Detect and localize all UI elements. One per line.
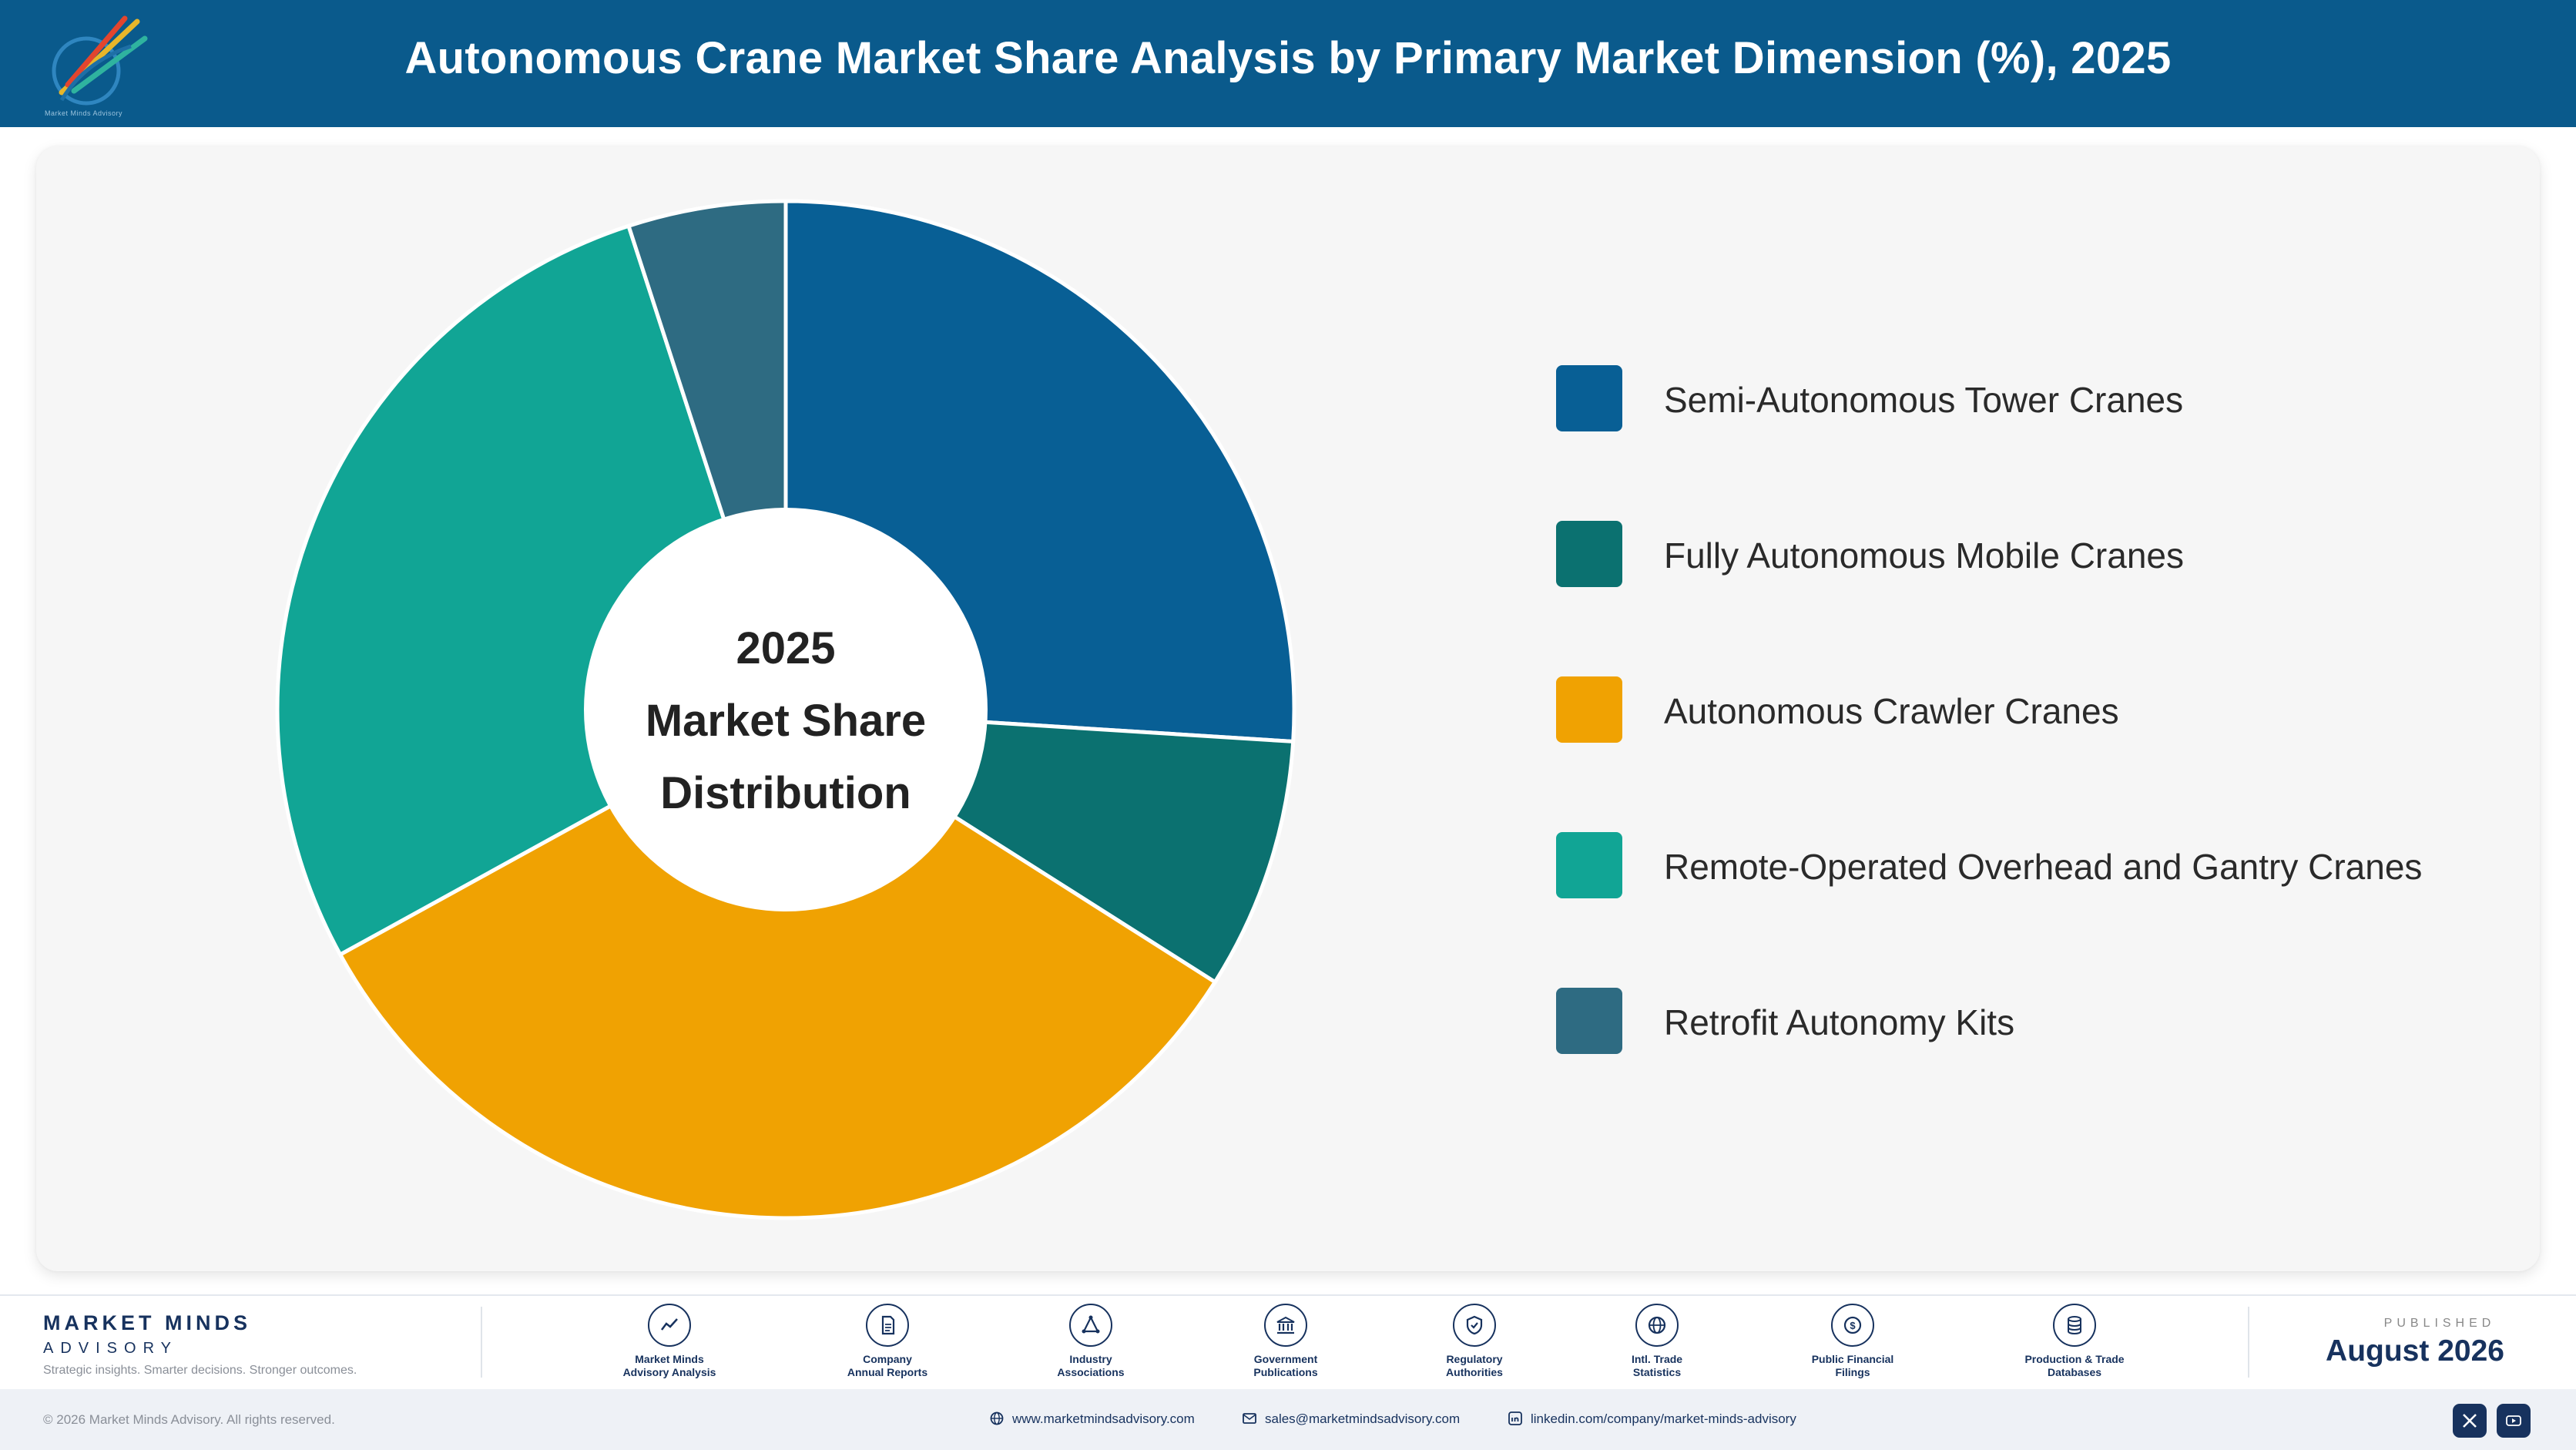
source-label-line: Production & Trade [2024, 1353, 2125, 1365]
document-icon [866, 1304, 909, 1347]
youtube-icon [2506, 1415, 2521, 1426]
source-label-line: Publications [1253, 1366, 1318, 1378]
trend-chart-icon [648, 1304, 691, 1347]
legend-item: Autonomous Crawler Cranes [1556, 676, 2480, 743]
linkedin-text: linkedin.com/company/market-minds-adviso… [1531, 1411, 1796, 1426]
source-company-reports[interactable]: Company Annual Reports [803, 1304, 972, 1379]
email-link[interactable]: sales@marketmindsadvisory.com [1242, 1411, 1460, 1427]
source-label-line: Public Financial [1811, 1353, 1894, 1365]
footer-brand-sub: ADVISORY [43, 1340, 178, 1357]
bottom-bar: © 2026 Market Minds Advisory. All rights… [0, 1389, 2576, 1450]
legend-label: Semi-Autonomous Tower Cranes [1664, 380, 2184, 420]
source-label-line: Filings [1835, 1366, 1870, 1378]
globe-icon [1635, 1304, 1679, 1347]
published-label: PUBLISHED [2383, 1317, 2496, 1330]
legend-swatch [1556, 676, 1622, 743]
svg-text:$: $ [1850, 1320, 1856, 1331]
footer-divider [481, 1307, 482, 1378]
center-label-line-1: 2025 [736, 623, 836, 673]
published-date: August 2026 [2326, 1334, 2504, 1368]
source-label-line: Annual Reports [847, 1366, 928, 1378]
legend-item: Retrofit Autonomy Kits [1556, 988, 2480, 1054]
legend-label: Remote-Operated Overhead and Gantry Cran… [1664, 847, 2423, 887]
website-text: www.marketmindsadvisory.com [1012, 1411, 1195, 1426]
source-trade-statistics[interactable]: Intl. Trade Statistics [1572, 1304, 1742, 1379]
copyright-text: © 2026 Market Minds Advisory. All rights… [43, 1412, 335, 1427]
legend-swatch [1556, 365, 1622, 431]
donut-hole [584, 508, 988, 911]
source-label-line: Industry [1069, 1353, 1112, 1365]
company-logo[interactable] [39, 8, 154, 123]
source-label-line: Associations [1057, 1366, 1125, 1378]
center-label-line-2: Market Share [645, 696, 927, 746]
linkedin-icon [1508, 1411, 1522, 1425]
source-label-line: Databases [2047, 1366, 2102, 1378]
legend-item: Remote-Operated Overhead and Gantry Cran… [1556, 832, 2480, 898]
source-label-line: Statistics [1632, 1366, 1682, 1378]
logo-graphic-icon [52, 15, 148, 106]
source-label-line: Government [1253, 1353, 1318, 1365]
legend-label: Retrofit Autonomy Kits [1664, 1002, 2015, 1042]
shield-check-icon [1453, 1304, 1496, 1347]
globe-icon [990, 1411, 1004, 1425]
legend-swatch [1556, 832, 1622, 898]
footer-brand-name: MARKET MINDS [43, 1311, 251, 1334]
source-label-line: Market Minds [635, 1353, 704, 1365]
source-industry-associations[interactable]: Industry Associations [1006, 1304, 1176, 1379]
mail-icon [1243, 1413, 1256, 1424]
donut-center-label: 2025 Market Share Distribution [632, 613, 940, 830]
source-government-publications[interactable]: Government Publications [1201, 1304, 1370, 1379]
x-social-button[interactable] [2453, 1404, 2487, 1438]
page-title: Autonomous Crane Market Share Analysis b… [404, 33, 2172, 83]
header-bar: Market Minds Advisory Autonomous Crane M… [0, 0, 2576, 127]
source-market-minds[interactable]: Market Minds Advisory Analysis [585, 1304, 754, 1379]
center-label-line-3: Distribution [660, 768, 911, 818]
youtube-social-button[interactable] [2497, 1404, 2531, 1438]
government-building-icon [1264, 1304, 1307, 1347]
source-label-line: Authorities [1446, 1366, 1503, 1378]
legend-label: Autonomous Crawler Cranes [1664, 691, 2119, 731]
linkedin-link[interactable]: linkedin.com/company/market-minds-adviso… [1508, 1411, 1796, 1427]
footer-divider [2248, 1307, 2249, 1378]
footer-tagline: Strategic insights. Smarter decisions. S… [43, 1364, 357, 1377]
logo-caption: Market Minds Advisory [45, 109, 123, 117]
dollar-coin-icon: $ [1831, 1304, 1874, 1347]
email-text: sales@marketmindsadvisory.com [1265, 1411, 1461, 1426]
legend-label: Fully Autonomous Mobile Cranes [1664, 535, 2184, 576]
website-link[interactable]: www.marketmindsadvisory.com [989, 1411, 1195, 1427]
legend-item: Semi-Autonomous Tower Cranes [1556, 365, 2480, 431]
pie-slice-autonomous-crawler-cranes [337, 707, 1218, 1220]
database-icon [2053, 1304, 2096, 1347]
source-regulatory-authorities[interactable]: Regulatory Authorities [1390, 1304, 1559, 1379]
source-public-financial-filings[interactable]: $ Public Financial Filings [1768, 1304, 1937, 1379]
footer: MARKET MINDS ADVISORY Strategic insights… [0, 1294, 2576, 1390]
source-label-line: Company [863, 1353, 912, 1365]
source-label-line: Advisory Analysis [622, 1366, 716, 1378]
legend-item: Fully Autonomous Mobile Cranes [1556, 521, 2480, 587]
legend-swatch [1556, 988, 1622, 1054]
source-label-line: Intl. Trade [1631, 1353, 1683, 1365]
source-label-line: Regulatory [1446, 1353, 1503, 1365]
network-icon [1069, 1304, 1112, 1347]
x-logo-icon [2463, 1414, 2477, 1428]
source-production-trade-databases[interactable]: Production & Trade Databases [1990, 1304, 2159, 1379]
legend-swatch [1556, 521, 1622, 587]
